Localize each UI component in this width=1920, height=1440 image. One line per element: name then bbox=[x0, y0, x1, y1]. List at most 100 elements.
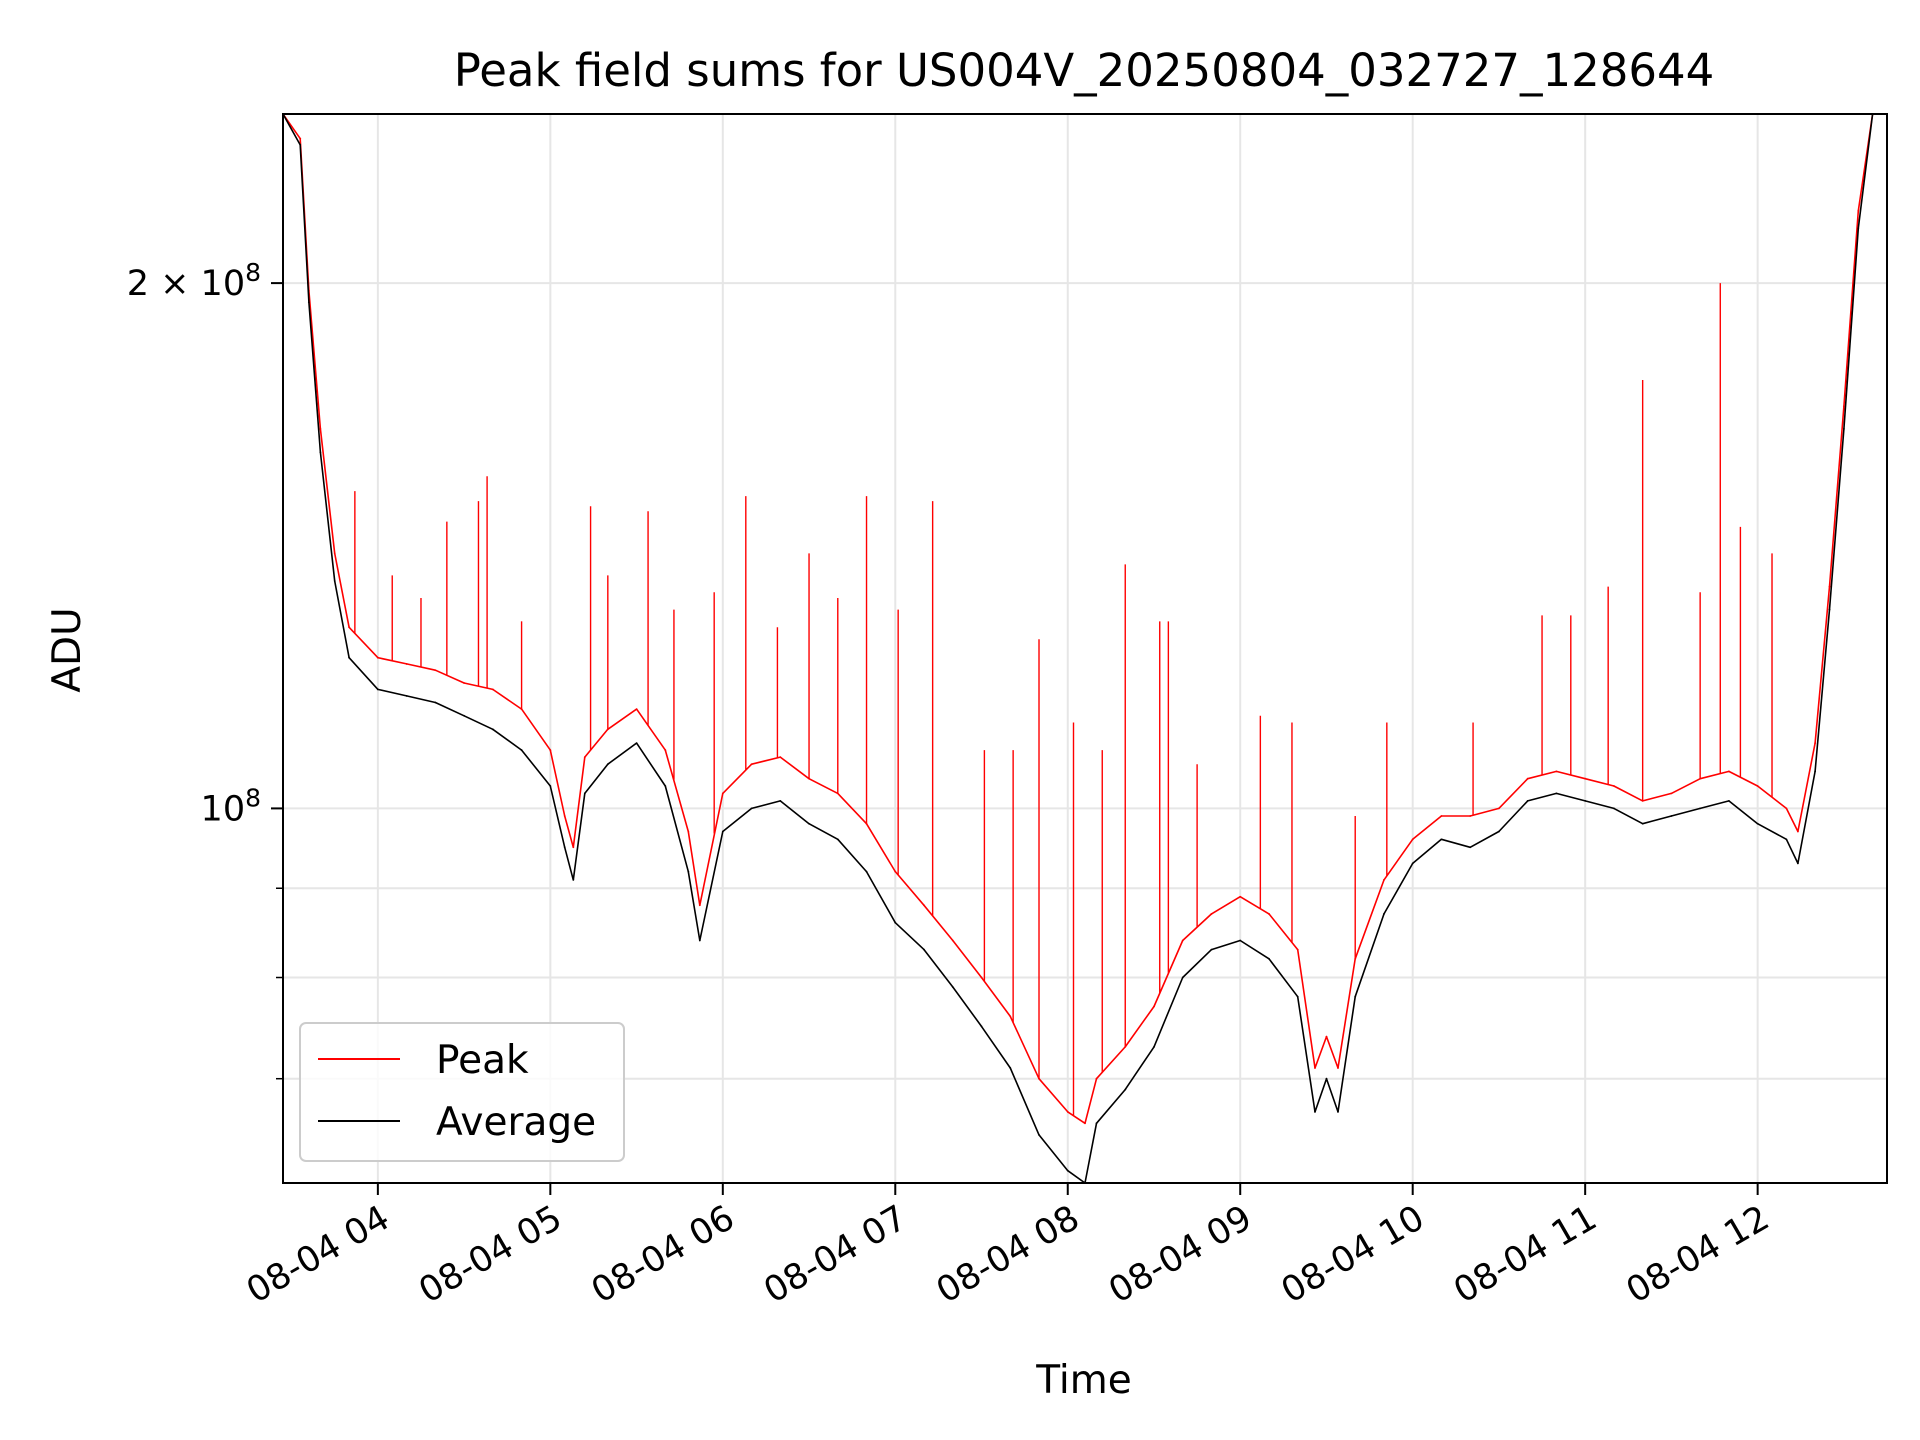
average-data-point bbox=[1814, 770, 1817, 773]
y-axis: 108 2 × 108 bbox=[127, 258, 283, 1080]
average-data-point bbox=[951, 986, 954, 988]
peak-data-point bbox=[1469, 815, 1472, 817]
average-data-point bbox=[865, 870, 868, 873]
peak-data-point bbox=[1383, 878, 1385, 881]
legend: Peak Average bbox=[299, 1022, 625, 1162]
peak-data-point bbox=[1411, 838, 1414, 841]
peak-data-point bbox=[687, 830, 690, 833]
peak-data-point bbox=[698, 904, 701, 907]
average-data-point bbox=[1641, 822, 1644, 825]
peak-data-point bbox=[1498, 807, 1500, 810]
average-data-point bbox=[1009, 1067, 1012, 1069]
average-data-point bbox=[1383, 913, 1385, 915]
peak-data-point bbox=[434, 669, 437, 672]
average-data-point bbox=[1325, 1077, 1328, 1080]
average-data-point bbox=[721, 830, 724, 833]
peak-data-point bbox=[664, 749, 667, 751]
average-data-point bbox=[1796, 862, 1799, 865]
average-data-point bbox=[1296, 995, 1299, 998]
peak-data-point bbox=[491, 688, 494, 691]
average-data-point bbox=[664, 785, 667, 787]
average-data-point bbox=[1354, 995, 1357, 998]
peak-data-point bbox=[1440, 815, 1443, 817]
peak-data-point bbox=[1066, 1111, 1069, 1113]
average-data-point bbox=[549, 785, 552, 787]
peak-data-point bbox=[549, 749, 552, 751]
peak-data-point bbox=[1009, 1015, 1012, 1018]
series-layer bbox=[283, 114, 1887, 1183]
peak-data-point bbox=[923, 904, 925, 907]
average-data-point bbox=[1785, 838, 1788, 841]
peak-data-point bbox=[1796, 830, 1799, 833]
average-data-point bbox=[606, 763, 609, 766]
average-data-point bbox=[583, 792, 586, 795]
legend-peak-label: Peak bbox=[436, 1038, 529, 1083]
average-data-point bbox=[750, 807, 753, 810]
average-data-point bbox=[1526, 799, 1529, 802]
peak-data-point bbox=[894, 870, 897, 873]
peak-data-point bbox=[1210, 913, 1213, 915]
peak-data-point bbox=[1613, 785, 1615, 787]
average-data-point bbox=[1314, 1111, 1316, 1113]
average-data-point bbox=[299, 144, 302, 146]
average-series-line bbox=[283, 114, 1887, 1183]
peak-data-point bbox=[333, 552, 336, 555]
average-data-point bbox=[405, 695, 408, 697]
peak-data-point bbox=[1181, 939, 1184, 942]
average-data-point bbox=[779, 799, 782, 802]
peak-data-point bbox=[1584, 777, 1587, 780]
peak-data-point bbox=[1828, 585, 1831, 588]
average-data-point bbox=[1337, 1111, 1339, 1113]
x-axis-label: Time bbox=[1035, 1358, 1131, 1403]
average-data-point bbox=[307, 301, 310, 304]
peak-data-point bbox=[1727, 770, 1730, 773]
peak-data-point bbox=[1314, 1067, 1316, 1069]
average-data-point bbox=[1699, 807, 1702, 810]
average-data-point bbox=[1756, 822, 1759, 825]
average-data-point bbox=[1469, 846, 1472, 849]
peak-data-point bbox=[1153, 1005, 1155, 1008]
average-data-point bbox=[434, 701, 437, 704]
average-data-point bbox=[563, 846, 566, 849]
peak-data-point bbox=[635, 708, 638, 711]
peak-data-point bbox=[1555, 770, 1558, 773]
average-data-point bbox=[894, 921, 897, 924]
peak-data-point bbox=[1670, 792, 1673, 795]
average-data-point bbox=[980, 1025, 983, 1028]
average-data-point bbox=[923, 948, 925, 951]
average-data-point bbox=[376, 688, 379, 691]
average-data-point bbox=[1153, 1046, 1155, 1048]
peak-data-point bbox=[463, 682, 465, 684]
average-data-point bbox=[1124, 1088, 1127, 1091]
y-tick-label: 108 bbox=[201, 783, 261, 829]
average-data-point bbox=[1411, 862, 1414, 865]
peak-data-point bbox=[1842, 405, 1845, 408]
average-data-point bbox=[520, 749, 523, 751]
peak-data-point bbox=[1785, 807, 1788, 810]
average-data-point bbox=[572, 878, 575, 881]
average-data-point bbox=[491, 728, 494, 731]
average-data-point bbox=[635, 742, 638, 744]
peak-data-point bbox=[779, 756, 782, 759]
peak-data-point bbox=[319, 427, 322, 430]
peak-data-point bbox=[721, 792, 724, 795]
average-data-point bbox=[1210, 948, 1213, 951]
average-data-point bbox=[1498, 830, 1500, 833]
average-data-point bbox=[687, 870, 690, 873]
average-data-point bbox=[1842, 427, 1845, 430]
peak-data-point bbox=[1756, 785, 1759, 787]
average-data-point bbox=[1828, 608, 1831, 611]
average-data-point bbox=[1268, 957, 1270, 960]
peak-data-point bbox=[1239, 895, 1242, 898]
average-data-point bbox=[333, 580, 336, 582]
peak-data-point bbox=[583, 756, 586, 759]
average-data-point bbox=[808, 822, 810, 825]
peak-data-point bbox=[951, 939, 954, 942]
peak-data-point bbox=[348, 626, 351, 629]
legend-average-label: Average bbox=[436, 1100, 596, 1145]
average-data-point bbox=[1038, 1133, 1040, 1136]
average-data-point bbox=[1584, 799, 1587, 802]
peak-data-point bbox=[299, 137, 302, 140]
